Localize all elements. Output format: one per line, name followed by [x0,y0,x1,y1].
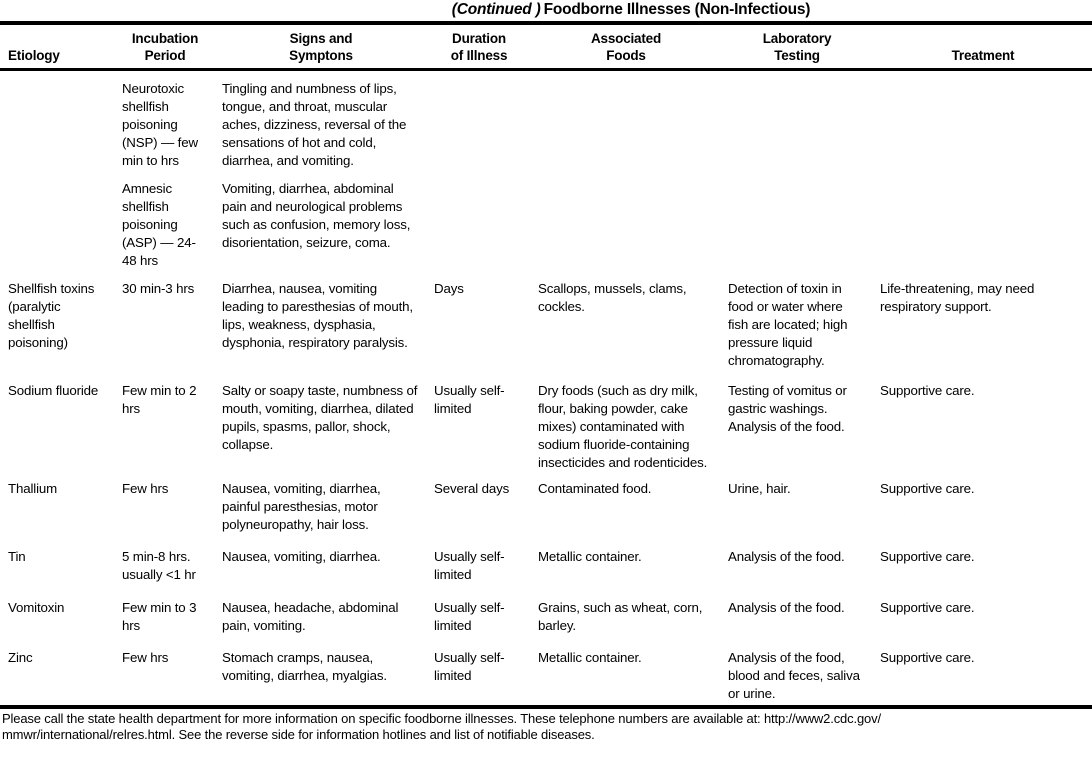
cell-treatment: Supportive care. [880,549,975,564]
cell-incubation: Amnesic shellfish poisoning (ASP) — 24-4… [122,181,196,268]
title-main: Foodborne Illnesses (Non-Infectious) [543,1,811,18]
cell-foods: Dry foods (such as dry milk, flour, baki… [538,383,708,470]
column-header-laboratory-testing: Laboratory Testing [720,25,872,71]
cell-treatment [872,180,1092,280]
cell-lab [720,70,872,181]
cell-incubation: Neurotoxic shellfish poisoning (NSP) — f… [122,81,198,168]
cell-etiology: Shellfish toxins (paralytic shellfish po… [8,281,95,350]
title-continued: (Continued ) [451,1,541,18]
cell-signs: Salty or soapy taste, numbness of mouth,… [222,383,418,452]
table-header: Etiology Incubation Period Signs and Sym… [0,25,1092,71]
cell-foods: Metallic container. [538,549,642,564]
cell-etiology: Tin [8,549,26,564]
table-row-zinc: Zinc Few hrs Stomach cramps, nausea, vom… [0,649,1092,705]
cell-incubation: Few min to 3 hrs [122,600,197,633]
cell-signs: Vomiting, diarrhea, abdominal pain and n… [222,181,411,250]
cell-foods: Scallops, mussels, clams, cockles. [538,281,687,314]
cell-duration [426,180,530,280]
foodborne-illness-table: Etiology Incubation Period Signs and Sym… [0,25,1092,705]
cell-duration [426,70,530,181]
column-header-duration: Duration of Illness [426,25,530,71]
cell-incubation: 30 min-3 hrs [122,281,195,296]
column-header-treatment: Treatment [872,25,1092,71]
cell-signs: Diarrhea, nausea, vomiting leading to pa… [222,281,413,350]
cell-etiology [0,180,114,280]
table-row-asp: Amnesic shellfish poisoning (ASP) — 24-4… [0,180,1092,280]
cell-incubation: Few hrs [122,481,169,496]
cell-foods: Contaminated food. [538,481,652,496]
page-title: (Continued ) Foodborne Illnesses (Non-Inf… [0,0,1092,25]
cell-duration: Days [434,281,464,296]
cell-lab: Analysis of the food. [728,549,845,564]
cell-incubation: Few min to 2 hrs [122,383,197,416]
cell-etiology: Thallium [8,481,58,496]
cell-signs: Stomach cramps, nausea, vomiting, diarrh… [222,650,387,683]
table-row-shellfish-toxins: Shellfish toxins (paralytic shellfish po… [0,280,1092,382]
cell-incubation: Few hrs [122,650,169,665]
cell-signs: Nausea, vomiting, diarrhea, painful pare… [222,481,381,532]
table-body: Neurotoxic shellfish poisoning (NSP) — f… [0,70,1092,706]
cell-lab: Testing of vomitus or gastric washings. … [728,383,847,434]
cell-lab: Analysis of the food. [728,600,845,615]
cell-treatment: Life-threatening, may need respiratory s… [880,281,1035,314]
cell-signs: Nausea, vomiting, diarrhea. [222,549,381,564]
column-header-signs-symptoms: Signs and Symptons [214,25,426,71]
column-header-associated-foods: Associated Foods [530,25,720,71]
cell-etiology [0,70,114,181]
cell-lab: Urine, hair. [728,481,791,496]
footer-divider [0,705,1092,709]
table-row-vomitoxin: Vomitoxin Few min to 3 hrs Nausea, heada… [0,599,1092,649]
header-row: Etiology Incubation Period Signs and Sym… [0,25,1092,71]
footnote: Please call the state health department … [0,709,1092,742]
cell-treatment: Supportive care. [880,650,975,665]
cell-foods: Metallic container. [538,650,642,665]
cell-foods: Grains, such as wheat, corn, barley. [538,600,703,633]
cell-duration: Usually self-limited [434,650,505,683]
document-page: (Continued ) Foodborne Illnesses (Non-Inf… [0,0,1092,742]
cell-lab: Detection of toxin in food or water wher… [728,281,848,368]
footnote-line-2: mmwr/international/relres.html. See the … [2,726,595,742]
cell-incubation: 5 min-8 hrs. usually <1 hr [122,549,196,582]
column-header-incubation-period: Incubation Period [114,25,214,71]
cell-foods [530,180,720,280]
cell-treatment [872,70,1092,181]
cell-duration: Several days [434,481,510,496]
cell-treatment: Supportive care. [880,600,975,615]
table-row-thallium: Thallium Few hrs Nausea, vomiting, diarr… [0,480,1092,548]
cell-duration: Usually self-limited [434,383,505,416]
cell-duration: Usually self-limited [434,549,505,582]
cell-treatment: Supportive care. [880,481,975,496]
cell-lab: Analysis of the food, blood and feces, s… [728,650,860,701]
table-row-tin: Tin 5 min-8 hrs. usually <1 hr Nausea, v… [0,548,1092,599]
cell-treatment: Supportive care. [880,383,975,398]
cell-etiology: Vomitoxin [8,600,65,615]
cell-etiology: Sodium fluoride [8,383,99,398]
cell-etiology: Zinc [8,650,33,665]
cell-duration: Usually self-limited [434,600,505,633]
cell-signs: Nausea, headache, abdominal pain, vomiti… [222,600,399,633]
table-row-sodium-fluoride: Sodium fluoride Few min to 2 hrs Salty o… [0,382,1092,480]
footnote-line-1: Please call the state health department … [2,711,881,726]
cell-lab [720,180,872,280]
column-header-etiology: Etiology [0,25,114,71]
table-row-nsp: Neurotoxic shellfish poisoning (NSP) — f… [0,70,1092,181]
cell-signs: Tingling and numbness of lips, tongue, a… [222,81,407,168]
cell-foods [530,70,720,181]
